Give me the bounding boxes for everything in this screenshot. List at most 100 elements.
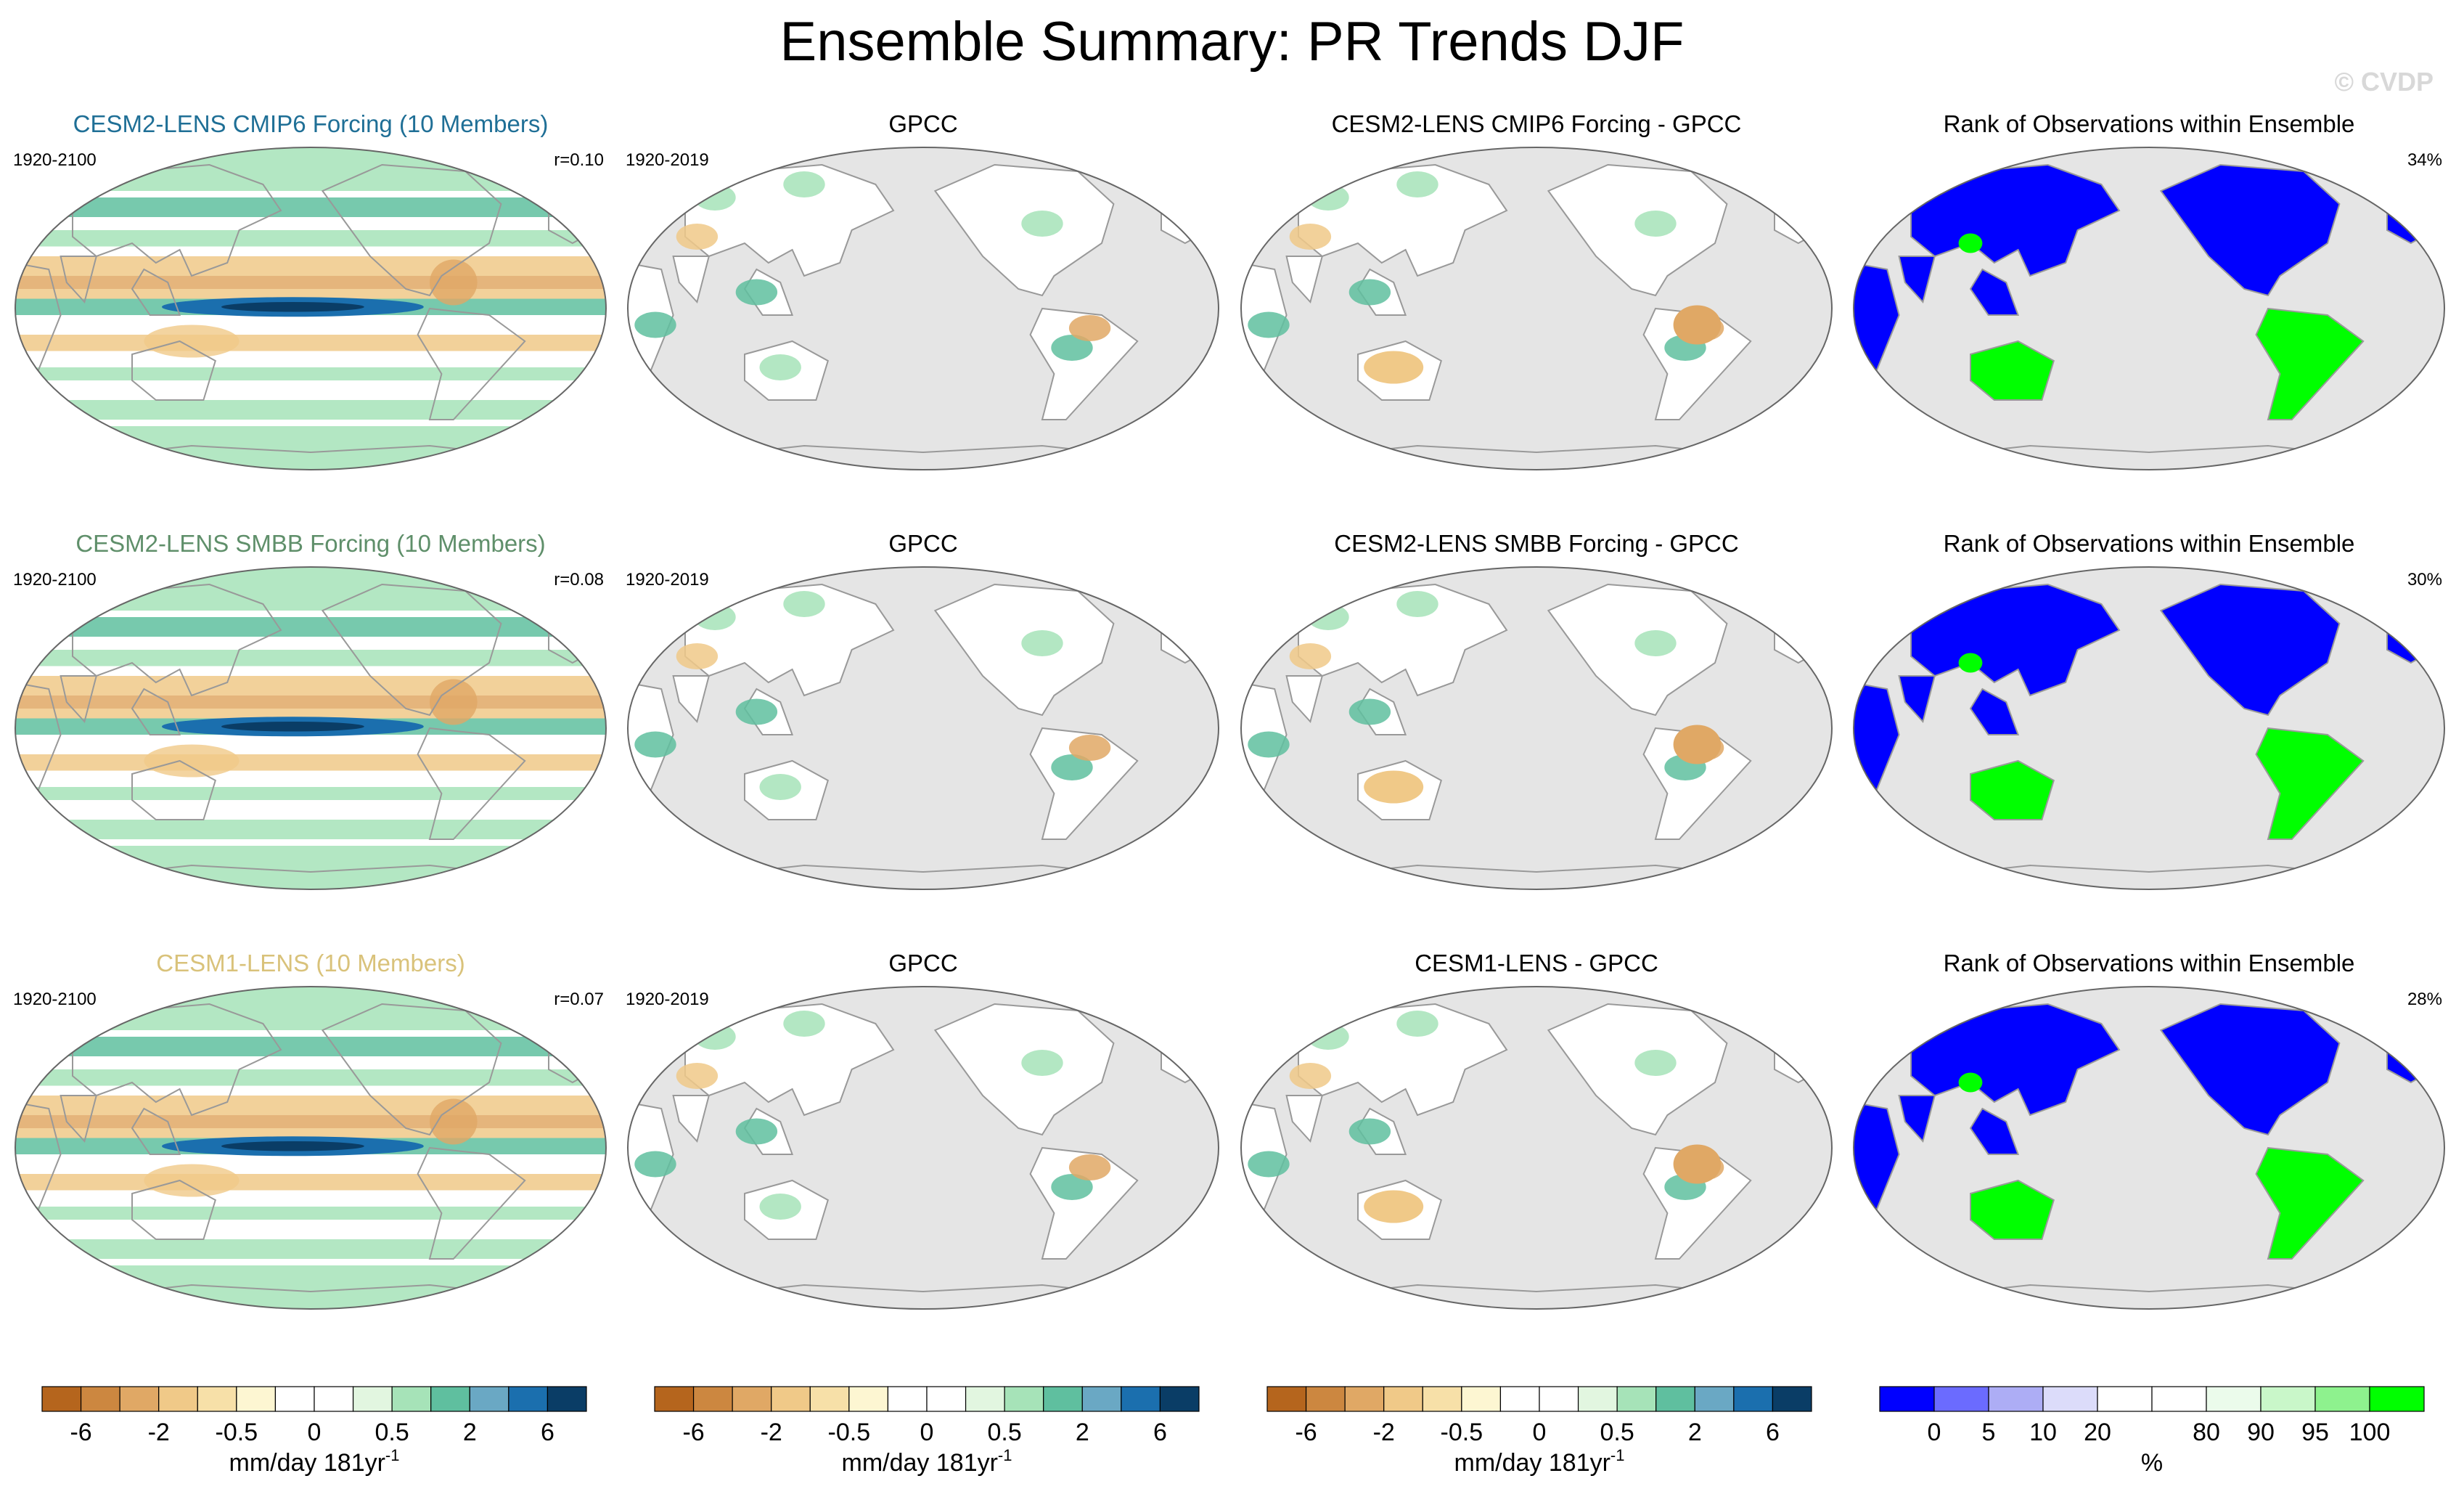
period-label: 1920-2019 [626, 990, 709, 1009]
colorbar-tick-label: 6 [1766, 1419, 1780, 1446]
period-label: 1920-2019 [626, 150, 709, 170]
colorbar-tick-label: -2 [148, 1419, 170, 1446]
panel-title-obs: GPCC [888, 950, 958, 976]
colorbar-swatch [654, 1386, 695, 1412]
colorbar-tick-label: 95 [2301, 1419, 2329, 1446]
panel-title-ens: CESM2-LENS CMIP6 Forcing (10 Members) [73, 110, 549, 137]
colorbar-swatch [2206, 1386, 2262, 1412]
colorbar-swatch [469, 1386, 509, 1412]
colorbar-swatch [1266, 1386, 1307, 1412]
panel-title-obs: GPCC [888, 110, 958, 137]
panel-title-diff: CESM1-LENS - GPCC [1415, 950, 1658, 976]
colorbar-tick-label: 5 [1982, 1419, 1996, 1446]
colorbar-swatch [1422, 1386, 1462, 1412]
colorbar-swatch [236, 1386, 277, 1412]
colorbar-rank: 0 5 10 20 80 90 95 100% [1879, 1386, 2425, 1477]
colorbar-swatch [2042, 1386, 2098, 1412]
map-rank [1853, 986, 2445, 1310]
colorbar-swatch [1159, 1386, 1200, 1412]
colorbar-tick-label: 90 [2247, 1419, 2275, 1446]
colorbar-tick-label: 2 [1076, 1419, 1089, 1446]
colorbar-swatch [1121, 1386, 1161, 1412]
colorbar-swatch [1539, 1386, 1579, 1412]
colorbar-swatch [80, 1386, 120, 1412]
colorbar-swatch [547, 1386, 587, 1412]
colorbar-units: mm/day 181yr-1 [1454, 1446, 1625, 1477]
colorbar-tick-label: 0.5 [375, 1419, 409, 1446]
map-rank [1853, 566, 2445, 890]
colorbar-swatch [352, 1386, 393, 1412]
colorbar-tick-label: 10 [2029, 1419, 2057, 1446]
colorbar-trend: -6 -2 -0.5 0 0.5 2 6 mm/day 181yr-1 [654, 1386, 1200, 1477]
colorbar-tick-label: 0.5 [1600, 1419, 1634, 1446]
panel-title-ens: CESM2-LENS SMBB Forcing (10 Members) [75, 530, 546, 557]
colorbar-swatch [197, 1386, 237, 1412]
colorbar-swatch [1344, 1386, 1385, 1412]
colorbar-swatch [965, 1386, 1005, 1412]
colorbar-tick-label: 0 [1533, 1419, 1547, 1446]
panel-title-rank: Rank of Observations within Ensemble [1943, 110, 2355, 137]
colorbar-swatch [430, 1386, 470, 1412]
colorbar-swatch [314, 1386, 354, 1412]
rank-percent-label: 28% [2407, 990, 2442, 1009]
colorbar-swatch [2151, 1386, 2207, 1412]
colorbar-swatch [1733, 1386, 1774, 1412]
colorbar-swatch [1043, 1386, 1083, 1412]
colorbar-swatch [2314, 1386, 2370, 1412]
colorbar-tick-label: -2 [761, 1419, 782, 1446]
map-diff [1240, 147, 1833, 470]
period-label: 1920-2100 [13, 990, 97, 1009]
rank-percent-label: 34% [2407, 150, 2442, 170]
map-ens [15, 566, 607, 890]
colorbar-tick-label: 20 [2084, 1419, 2111, 1446]
map-diff [1240, 566, 1833, 890]
colorbar-tick-label: -0.5 [828, 1419, 871, 1446]
watermark-cvdp: © CVDP [2334, 67, 2434, 97]
colorbar-tick-label: 6 [1153, 1419, 1167, 1446]
colorbar-swatch [1616, 1386, 1657, 1412]
period-label: 1920-2019 [626, 570, 709, 590]
colorbar-swatch [41, 1386, 82, 1412]
map-ens [15, 147, 607, 470]
colorbar-swatch [1004, 1386, 1044, 1412]
panel-title-diff: CESM2-LENS CMIP6 Forcing - GPCC [1331, 110, 1742, 137]
pattern-correlation-label: r=0.10 [554, 150, 604, 170]
pattern-correlation-label: r=0.08 [554, 570, 604, 590]
colorbar-tick-label: 0 [1928, 1419, 1941, 1446]
colorbar-swatch [1499, 1386, 1540, 1412]
colorbar-tick-label: -6 [70, 1419, 91, 1446]
colorbar-tick-label: -6 [1295, 1419, 1317, 1446]
colorbar-swatch [391, 1386, 432, 1412]
colorbar-swatch [809, 1386, 850, 1412]
panel-title-ens: CESM1-LENS (10 Members) [156, 950, 465, 976]
colorbar-units: % [2141, 1449, 2163, 1477]
colorbar-swatch [508, 1386, 549, 1412]
period-label: 1920-2100 [13, 150, 97, 170]
colorbar-units: mm/day 181yr-1 [842, 1446, 1012, 1477]
colorbar-tick-label: 0 [308, 1419, 322, 1446]
colorbar-units: mm/day 181yr-1 [229, 1446, 400, 1477]
map-obs [627, 986, 1219, 1310]
colorbar-tick-label: 2 [463, 1419, 477, 1446]
colorbar-trend: -6 -2 -0.5 0 0.5 2 6 mm/day 181yr-1 [41, 1386, 587, 1477]
colorbar-swatch [1383, 1386, 1423, 1412]
colorbar-swatch [274, 1386, 315, 1412]
colorbar-swatch [887, 1386, 928, 1412]
colorbar-tick-label: 6 [541, 1419, 554, 1446]
colorbar-tick-label: 2 [1688, 1419, 1702, 1446]
panel-title-obs: GPCC [888, 530, 958, 557]
colorbar-tick-label: 80 [2193, 1419, 2220, 1446]
colorbar-swatch [771, 1386, 811, 1412]
map-diff [1240, 986, 1833, 1310]
colorbar-swatch [1081, 1386, 1122, 1412]
map-ens [15, 986, 607, 1310]
colorbar-tick-label: -0.5 [216, 1419, 258, 1446]
colorbar-tick-label: 0 [920, 1419, 934, 1446]
colorbar-swatch [2369, 1386, 2425, 1412]
map-obs [627, 147, 1219, 470]
colorbar-swatch [926, 1386, 967, 1412]
colorbar-swatch [2260, 1386, 2316, 1412]
colorbar-tick-label: -0.5 [1441, 1419, 1483, 1446]
colorbar-swatch [1577, 1386, 1618, 1412]
